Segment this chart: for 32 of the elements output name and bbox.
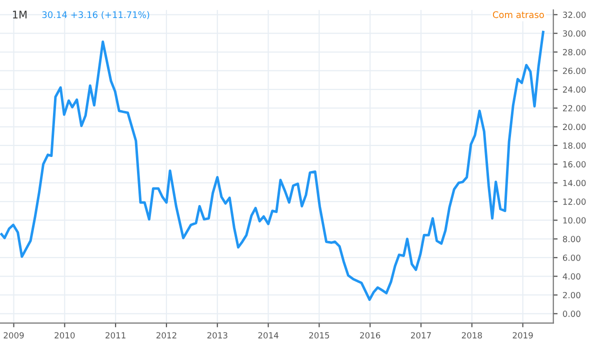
y-tick-label: 22.00: [562, 105, 586, 112]
y-tick-label: 8.00: [562, 236, 580, 242]
y-tick-label: 18.00: [563, 142, 586, 149]
y-tick-label: 6.00: [562, 254, 580, 261]
x-tick-label: 2010: [54, 332, 75, 338]
x-tick-label: 2018: [462, 332, 482, 338]
y-tick-label: 32.00: [563, 12, 586, 18]
line-series: [0, 30, 544, 301]
y-tick-label: 14.00: [563, 180, 586, 186]
y-tick-label: 12.00: [563, 198, 586, 205]
y-tick-label: 24.00: [562, 86, 586, 93]
x-tick-label: 2015: [309, 332, 330, 338]
x-tick-label: 2013: [207, 332, 228, 338]
x-tick-label: 2012: [156, 332, 176, 338]
y-tick-label: 10.00: [563, 217, 586, 224]
chart-subtitle: 30.14 +3.16 (+11.71%): [42, 11, 150, 20]
x-tick-label: 2019: [512, 332, 533, 338]
y-tick-label: 26.00: [562, 68, 586, 74]
y-tick-label: 28.00: [562, 49, 586, 56]
x-tick-label: 2016: [360, 332, 380, 338]
x-tick-label: 2011: [106, 332, 126, 338]
annotation: Com atraso: [492, 11, 544, 18]
chart-title: 1M: [13, 10, 26, 18]
y-tick-label: 20.00: [562, 124, 586, 130]
x-tick-label: 2017: [411, 332, 431, 338]
y-tick-label: 30.00: [563, 30, 586, 37]
y-tick-label: 0.00: [562, 310, 580, 317]
y-tick-label: 4.00: [562, 273, 580, 280]
x-tick-label: 2009: [4, 332, 24, 338]
y-tick-label: 2.00: [562, 292, 580, 298]
y-tick-label: 16.00: [563, 161, 586, 168]
x-tick-label: 2014: [258, 332, 278, 338]
